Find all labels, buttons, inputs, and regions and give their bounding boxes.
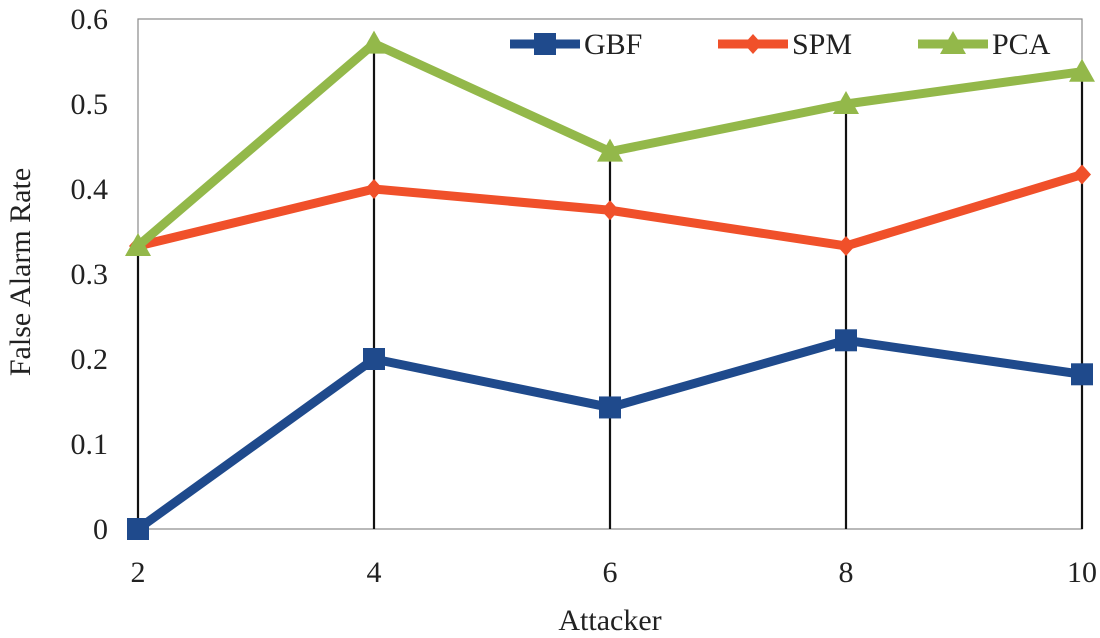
data-point-spm <box>365 179 383 199</box>
legend-marker-gbf <box>534 33 556 55</box>
data-point-gbf <box>1071 363 1093 386</box>
y-tick-label: 0.4 <box>71 173 109 206</box>
legend-label-gbf: GBF <box>584 28 642 61</box>
y-axis-ticks: 0 0.1 0.2 0.3 0.4 0.5 0.6 <box>71 3 109 546</box>
y-tick-label: 0 <box>93 513 108 546</box>
x-axis-title: Attacker <box>558 604 661 637</box>
data-point-spm <box>1073 164 1091 185</box>
x-tick-label: 2 <box>131 556 146 589</box>
data-point-spm <box>601 200 619 221</box>
x-axis-ticks: 2 4 6 8 10 <box>131 556 1098 589</box>
series-pca <box>125 30 1095 256</box>
x-tick-label: 8 <box>839 556 854 589</box>
x-tick-label: 10 <box>1067 556 1097 589</box>
y-tick-label: 0.5 <box>71 88 109 121</box>
series-gbf <box>127 329 1093 540</box>
data-point-gbf <box>127 518 149 540</box>
data-point-spm <box>837 235 855 256</box>
y-tick-label: 0.6 <box>71 3 109 36</box>
x-tick-label: 6 <box>603 556 618 589</box>
legend-label-pca: PCA <box>992 28 1051 61</box>
legend-item-gbf: GBF <box>510 28 642 61</box>
legend-marker-pca <box>940 31 966 54</box>
drop-lines <box>136 43 1084 529</box>
legend-label-spm: SPM <box>792 28 852 61</box>
legend-marker-spm <box>744 34 762 54</box>
data-point-gbf <box>835 329 857 352</box>
x-tick-label: 4 <box>367 556 382 589</box>
y-axis-title: False Alarm Rate <box>4 168 37 376</box>
data-point-gbf <box>363 348 385 370</box>
data-point-pca <box>361 30 387 54</box>
data-point-gbf <box>599 396 621 419</box>
legend-item-spm: SPM <box>718 28 852 61</box>
series-layer <box>125 30 1095 540</box>
data-point-pca <box>833 91 859 114</box>
data-point-pca <box>125 232 151 256</box>
y-tick-label: 0.2 <box>71 343 109 376</box>
data-point-pca <box>1069 58 1095 82</box>
data-point-pca <box>597 138 623 162</box>
legend: GBF SPM PCA <box>510 28 1051 61</box>
y-tick-label: 0.3 <box>71 258 109 291</box>
y-tick-label: 0.1 <box>71 428 109 461</box>
legend-item-pca: PCA <box>918 28 1051 61</box>
